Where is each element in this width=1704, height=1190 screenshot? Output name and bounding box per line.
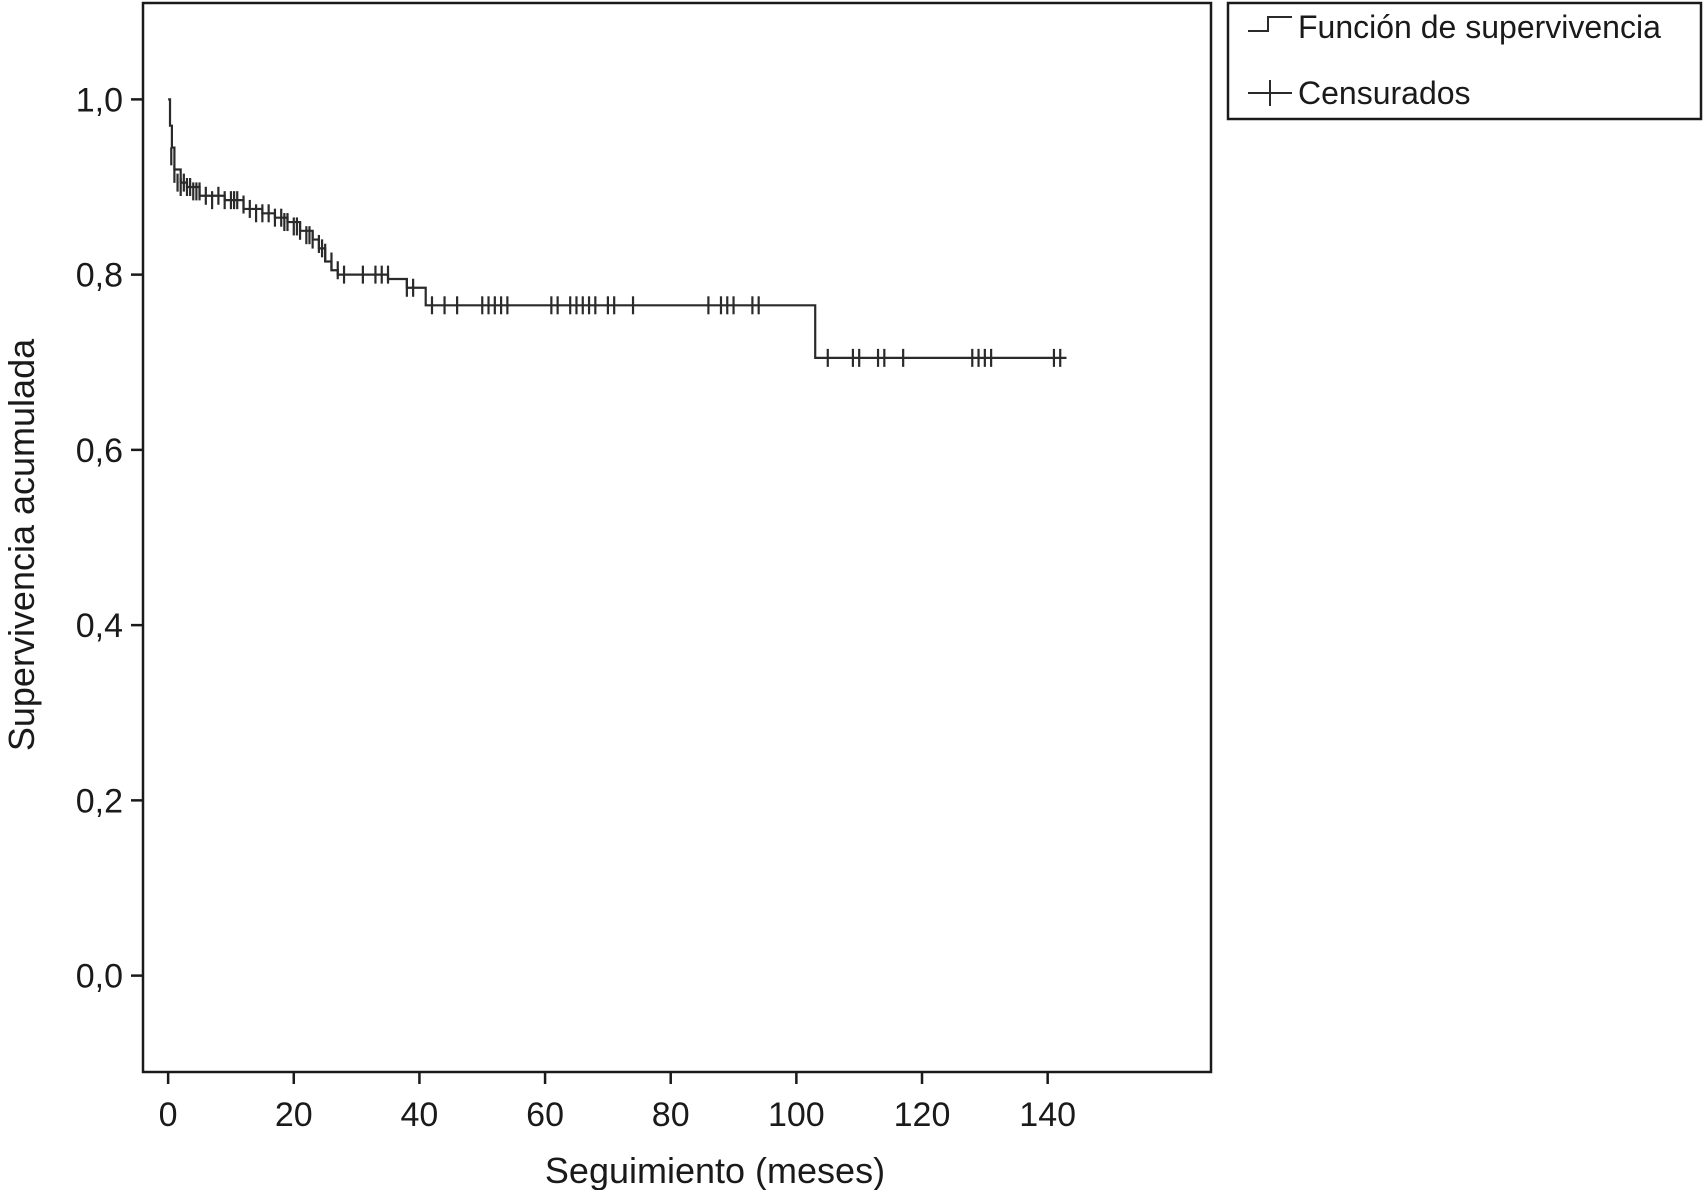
- y-tick-label: 0,8: [76, 257, 123, 295]
- x-tick-label: 60: [526, 1096, 564, 1134]
- y-tick-label: 1,0: [76, 81, 123, 119]
- legend-cross-symbol: [1248, 80, 1292, 106]
- y-tick-label: 0,4: [76, 607, 123, 645]
- x-tick-label: 100: [768, 1096, 825, 1134]
- x-tick-label: 40: [401, 1096, 439, 1134]
- x-axis: 0 20 40 60 80 100 120 140: [159, 1072, 1076, 1134]
- plot-frame: [141, 1, 1213, 1074]
- y-axis-title: Supervivencia acumulada: [1, 338, 42, 751]
- y-axis: 0,0 0,2 0,4 0,6 0,8 1,0: [76, 81, 143, 996]
- censor-marks: [170, 147, 1062, 367]
- x-tick-label: 20: [275, 1096, 313, 1134]
- legend: Función de supervivencia Censurados: [1226, 1, 1703, 121]
- x-tick-label: 80: [652, 1096, 690, 1134]
- legend-label-censored: Censurados: [1298, 75, 1471, 111]
- y-tick-label: 0,2: [76, 782, 123, 820]
- legend-step-symbol: [1248, 16, 1292, 32]
- x-tick-label: 140: [1019, 1096, 1076, 1134]
- y-tick-label: 0,0: [76, 958, 123, 996]
- y-tick-label: 0,6: [76, 432, 123, 470]
- legend-label-survival: Función de supervivencia: [1298, 9, 1661, 45]
- x-tick-label: 120: [894, 1096, 951, 1134]
- x-axis-title: Seguimiento (meses): [545, 1150, 885, 1190]
- legend-box: [1226, 1, 1703, 121]
- x-tick-label: 0: [159, 1096, 178, 1134]
